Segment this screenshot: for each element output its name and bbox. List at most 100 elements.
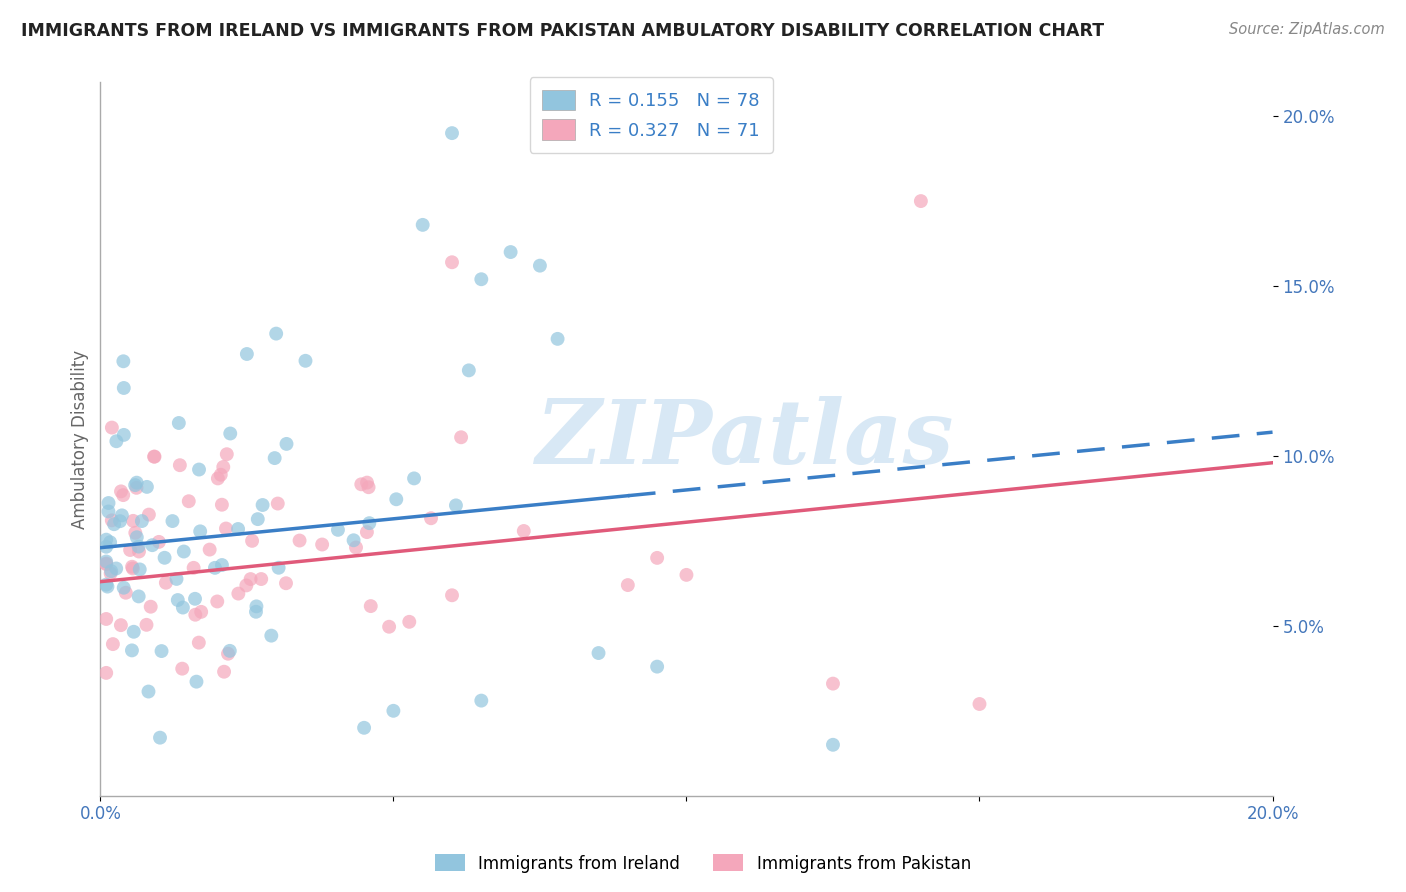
Point [228, 586, 250, 600]
Point [326, 523, 349, 537]
Point [121, 643, 143, 657]
Point [264, 326, 287, 341]
Point [187, 635, 209, 649]
Point [821, 738, 844, 752]
Point [143, 450, 166, 464]
Point [263, 451, 285, 466]
Point [96, 554, 118, 568]
Y-axis label: Ambulatory Disability: Ambulatory Disability [72, 350, 89, 529]
Point [122, 514, 145, 528]
Point [167, 416, 190, 430]
Point [184, 607, 207, 622]
Point [276, 437, 298, 451]
Point [294, 353, 316, 368]
Point [186, 674, 208, 689]
Point [236, 347, 259, 361]
Point [457, 363, 479, 377]
Point [252, 498, 274, 512]
Point [470, 693, 492, 707]
Point [513, 524, 536, 538]
Point [172, 662, 194, 676]
Point [96, 612, 118, 626]
Point [207, 471, 229, 485]
Point [177, 494, 200, 508]
Point [246, 512, 269, 526]
Point [128, 562, 150, 576]
Point [125, 475, 148, 490]
Point [98, 535, 121, 549]
Point [288, 533, 311, 548]
Point [112, 428, 135, 442]
Point [141, 538, 163, 552]
Point [101, 513, 124, 527]
Point [110, 484, 132, 499]
Point [398, 615, 420, 629]
Point [821, 676, 844, 690]
Point [378, 620, 401, 634]
Point [128, 544, 150, 558]
Point [96, 665, 118, 680]
Point [125, 530, 148, 544]
Point [166, 593, 188, 607]
Point [412, 218, 434, 232]
Point [311, 537, 333, 551]
Point [96, 557, 118, 571]
Point [360, 599, 382, 613]
Point [125, 481, 148, 495]
Point [124, 525, 146, 540]
Point [148, 535, 170, 549]
Point [108, 514, 131, 528]
Point [382, 704, 405, 718]
Point [143, 450, 166, 464]
Point [444, 499, 467, 513]
Point [359, 516, 381, 531]
Point [153, 550, 176, 565]
Point [245, 605, 267, 619]
Point [128, 540, 150, 554]
Point [138, 684, 160, 698]
Point [215, 447, 238, 461]
Point [111, 508, 134, 523]
Point [121, 559, 143, 574]
Point [260, 629, 283, 643]
Point [239, 572, 262, 586]
Point [184, 591, 207, 606]
Point [112, 488, 135, 502]
Point [547, 332, 569, 346]
Point [162, 514, 184, 528]
Point [353, 721, 375, 735]
Point [617, 578, 640, 592]
Point [131, 514, 153, 528]
Point [155, 575, 177, 590]
Point [250, 572, 273, 586]
Point [172, 600, 194, 615]
Point [183, 561, 205, 575]
Point [166, 572, 188, 586]
Point [97, 504, 120, 518]
Point [135, 480, 157, 494]
Point [100, 566, 122, 581]
Point [645, 659, 668, 673]
Point [96, 540, 118, 554]
Point [219, 426, 242, 441]
Point [121, 561, 143, 575]
Point [96, 580, 118, 594]
Point [218, 644, 240, 658]
Point [209, 467, 232, 482]
Point [207, 594, 229, 608]
Point [212, 460, 235, 475]
Point [198, 542, 221, 557]
Point [100, 564, 122, 578]
Point [267, 497, 290, 511]
Point [402, 471, 425, 485]
Point [212, 665, 235, 679]
Point [122, 624, 145, 639]
Point [240, 533, 263, 548]
Point [112, 381, 135, 395]
Point [101, 420, 124, 434]
Point [344, 541, 367, 555]
Point [124, 478, 146, 492]
Point [114, 586, 136, 600]
Point [103, 517, 125, 532]
Point [135, 617, 157, 632]
